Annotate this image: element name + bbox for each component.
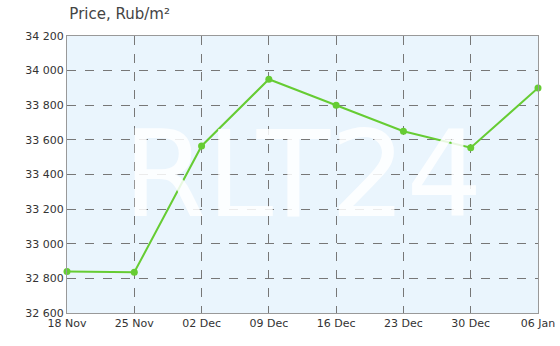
svg-text:23 Dec: 23 Dec [384, 317, 423, 330]
svg-text:02 Dec: 02 Dec [182, 317, 221, 330]
svg-text:33 800: 33 800 [25, 99, 64, 112]
svg-text:06 Jan: 06 Jan [521, 317, 555, 330]
svg-text:09 Dec: 09 Dec [249, 317, 288, 330]
svg-text:Price, Rub/m²: Price, Rub/m² [69, 5, 170, 23]
svg-text:34 000: 34 000 [25, 64, 64, 77]
svg-text:25 Nov: 25 Nov [115, 317, 154, 330]
svg-text:33 600: 33 600 [25, 134, 64, 147]
svg-text:18 Nov: 18 Nov [48, 317, 87, 330]
svg-text:16 Dec: 16 Dec [317, 317, 356, 330]
svg-text:33 000: 33 000 [25, 238, 64, 251]
svg-text:32 600: 32 600 [25, 307, 64, 320]
svg-text:34 200: 34 200 [25, 30, 64, 43]
svg-text:33 400: 33 400 [25, 168, 64, 181]
svg-text:33 200: 33 200 [25, 203, 64, 216]
svg-text:RLT24: RLT24 [123, 105, 483, 244]
svg-text:30 Dec: 30 Dec [451, 317, 490, 330]
svg-text:32 800: 32 800 [25, 272, 64, 285]
